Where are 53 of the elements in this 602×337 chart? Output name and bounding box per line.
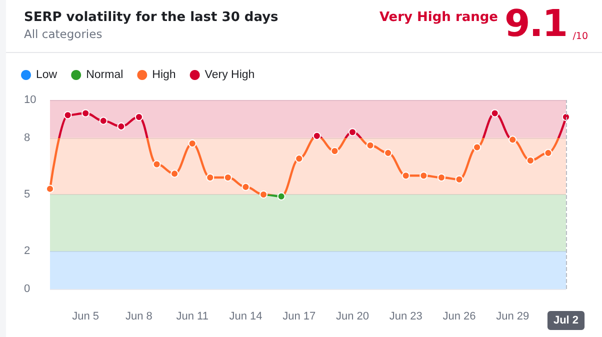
point [117, 122, 126, 130]
point [437, 173, 446, 182]
point [242, 182, 250, 191]
x-tick-label: Jun 26 [442, 310, 476, 322]
point [330, 147, 339, 156]
point [134, 113, 143, 122]
point [490, 109, 499, 118]
point [46, 184, 54, 193]
point [152, 160, 161, 168]
point [544, 148, 552, 157]
legend-label: Very High [204, 69, 255, 81]
legend-label: Low [36, 69, 58, 81]
chart-title: SERP volatility for the last 30 days [24, 10, 278, 25]
point [170, 170, 179, 178]
x-tick-label: Jun 8 [126, 310, 152, 322]
point [455, 175, 464, 184]
text: 9.1 [504, 2, 567, 45]
point [206, 173, 214, 182]
point [82, 109, 90, 118]
text: /10 [572, 31, 588, 42]
x-tick-label: Jun 5 [72, 310, 100, 322]
point [384, 148, 392, 157]
point [188, 139, 196, 148]
y-tick-label: 8 [24, 132, 30, 144]
point [260, 190, 268, 198]
y-tick-label: 5 [24, 188, 30, 200]
point [312, 132, 321, 140]
point [277, 192, 286, 200]
point [348, 128, 356, 136]
point [473, 143, 482, 152]
chart-subtitle: All categories [24, 27, 102, 41]
x-tick-label: Jul 2 [553, 314, 579, 326]
y-tick-label: 0 [24, 283, 30, 295]
point [366, 141, 374, 150]
legend-label: Normal [86, 69, 124, 81]
point [224, 173, 232, 182]
point [420, 172, 428, 180]
point [295, 154, 304, 163]
y-tick-label: 10 [24, 94, 36, 106]
point [526, 156, 534, 164]
x-tick-label: Jun 29 [496, 310, 530, 322]
y-tick-label: 2 [24, 245, 30, 258]
x-tick-label: Jun 11 [176, 310, 208, 322]
point [402, 172, 410, 180]
x-tick-label: Jun 23 [389, 310, 422, 322]
point [508, 136, 517, 144]
x-tick-label: Jun 17 [282, 310, 316, 322]
x-tick-label: Jun 20 [336, 310, 369, 322]
legend-label: High [152, 69, 176, 81]
point [64, 111, 72, 120]
point [99, 116, 108, 125]
text: Very High range [379, 10, 498, 25]
x-tick-label: Jun 14 [229, 310, 262, 322]
